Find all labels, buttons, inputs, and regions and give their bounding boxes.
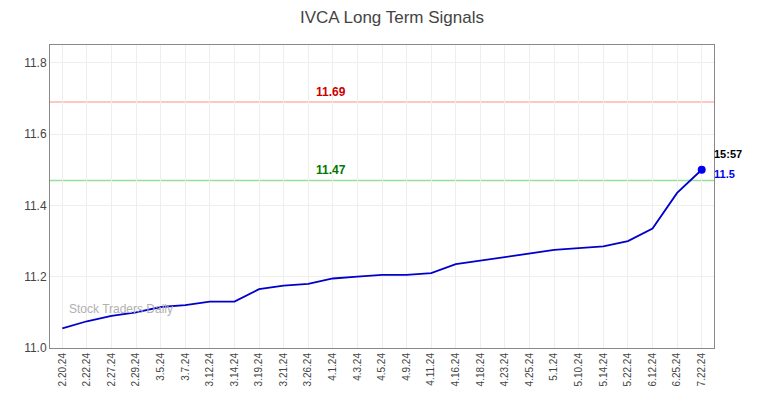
- svg-text:11.5: 11.5: [714, 168, 735, 180]
- svg-text:7.22.24: 7.22.24: [696, 353, 707, 387]
- svg-text:11.47: 11.47: [316, 163, 346, 177]
- svg-text:3.12.24: 3.12.24: [204, 353, 215, 387]
- svg-text:11.69: 11.69: [316, 85, 346, 99]
- svg-text:11.8: 11.8: [24, 56, 47, 70]
- svg-text:5.14.24: 5.14.24: [598, 353, 609, 387]
- svg-text:4.3.24: 4.3.24: [352, 353, 363, 381]
- svg-text:3.21.24: 3.21.24: [278, 353, 289, 387]
- svg-text:11.4: 11.4: [24, 199, 47, 213]
- svg-text:Stock Traders Daily: Stock Traders Daily: [69, 302, 173, 316]
- svg-text:4.11.24: 4.11.24: [425, 353, 436, 386]
- svg-text:11.0: 11.0: [24, 341, 47, 355]
- svg-text:4.1.24: 4.1.24: [327, 353, 338, 381]
- svg-text:4.25.24: 4.25.24: [524, 353, 535, 387]
- svg-text:2.22.24: 2.22.24: [81, 353, 92, 387]
- svg-text:5.1.24: 5.1.24: [548, 353, 559, 381]
- svg-text:4.18.24: 4.18.24: [475, 353, 486, 387]
- svg-text:11.6: 11.6: [24, 127, 47, 141]
- svg-text:4.5.24: 4.5.24: [376, 353, 387, 381]
- svg-text:3.14.24: 3.14.24: [229, 353, 240, 387]
- svg-text:5.22.24: 5.22.24: [622, 353, 633, 387]
- svg-text:15:57: 15:57: [714, 148, 742, 160]
- svg-text:5.10.24: 5.10.24: [573, 353, 584, 387]
- svg-text:IVCA Long Term Signals: IVCA Long Term Signals: [300, 8, 484, 27]
- svg-text:6.12.24: 6.12.24: [647, 353, 658, 387]
- svg-text:6.25.24: 6.25.24: [671, 353, 682, 387]
- svg-text:2.20.24: 2.20.24: [57, 353, 68, 387]
- svg-text:2.27.24: 2.27.24: [106, 353, 117, 387]
- svg-text:4.9.24: 4.9.24: [401, 353, 412, 381]
- svg-text:3.5.24: 3.5.24: [155, 353, 166, 381]
- svg-text:11.2: 11.2: [24, 270, 47, 284]
- svg-text:2.29.24: 2.29.24: [130, 353, 141, 387]
- svg-text:3.19.24: 3.19.24: [253, 353, 264, 387]
- svg-text:4.23.24: 4.23.24: [499, 353, 510, 387]
- svg-text:4.16.24: 4.16.24: [450, 353, 461, 387]
- svg-text:3.7.24: 3.7.24: [180, 353, 191, 381]
- svg-text:3.26.24: 3.26.24: [302, 353, 313, 387]
